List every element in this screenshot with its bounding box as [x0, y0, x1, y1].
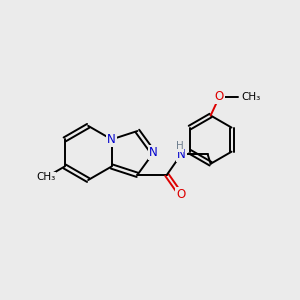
- Text: O: O: [215, 90, 224, 103]
- Text: N: N: [149, 146, 158, 159]
- Text: N: N: [177, 148, 186, 161]
- Text: N: N: [107, 133, 116, 146]
- Text: H: H: [176, 141, 184, 151]
- Text: CH₃: CH₃: [37, 172, 56, 182]
- Text: O: O: [176, 188, 185, 201]
- Text: CH₃: CH₃: [241, 92, 260, 102]
